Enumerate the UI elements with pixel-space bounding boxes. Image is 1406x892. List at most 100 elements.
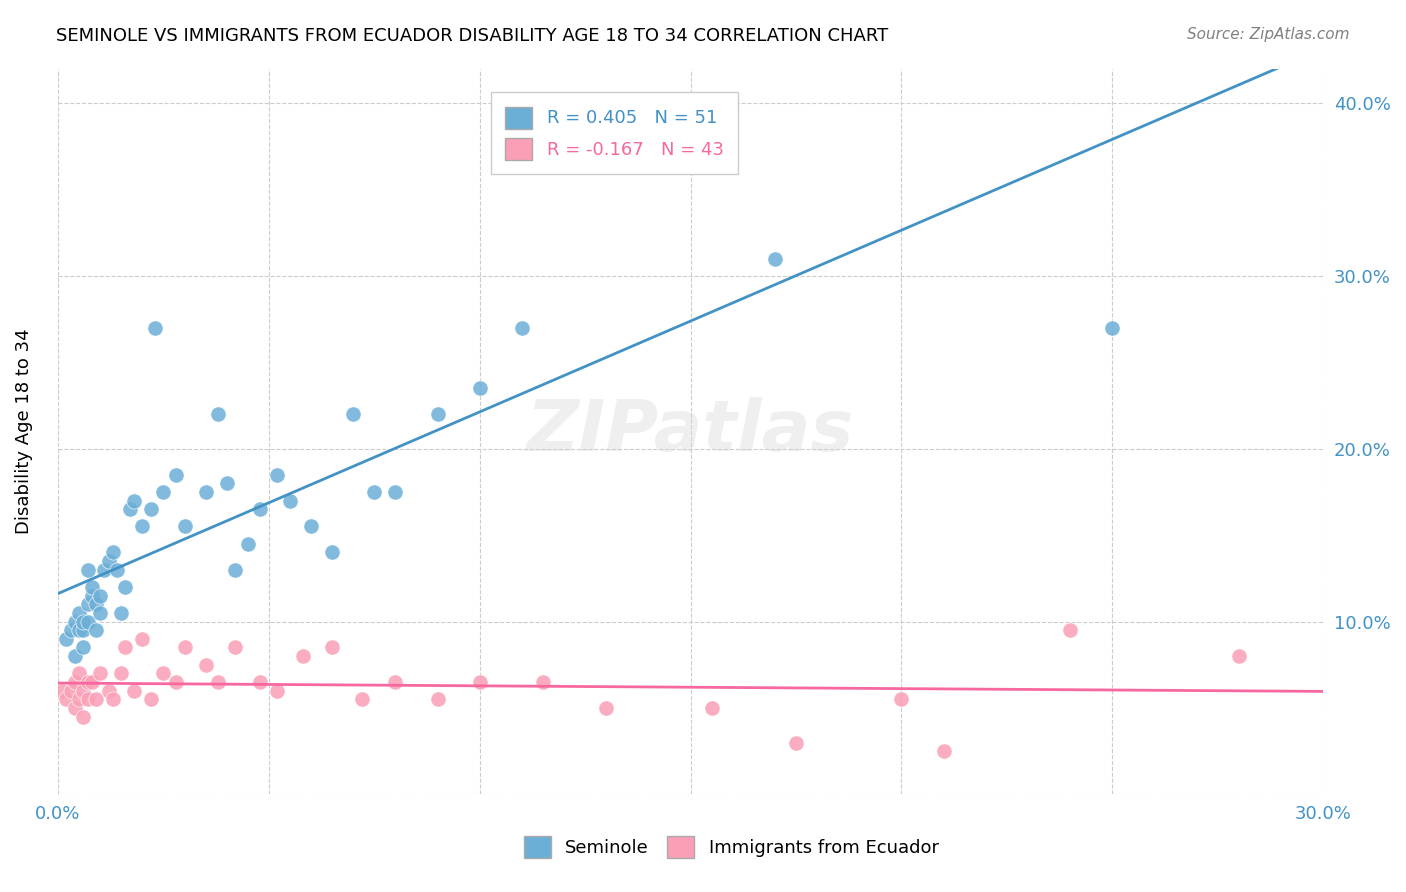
Point — [595, 701, 617, 715]
Point — [67, 666, 90, 681]
Legend: R = 0.405   N = 51, R = -0.167   N = 43: R = 0.405 N = 51, R = -0.167 N = 43 — [491, 92, 738, 174]
Point — [97, 554, 120, 568]
Point — [152, 484, 174, 499]
Point — [266, 683, 288, 698]
Point — [76, 675, 98, 690]
Point — [67, 692, 90, 706]
Point — [80, 675, 103, 690]
Point — [110, 666, 132, 681]
Point — [76, 615, 98, 629]
Point — [468, 675, 491, 690]
Point — [249, 502, 271, 516]
Point — [207, 407, 229, 421]
Point — [80, 580, 103, 594]
Point — [143, 320, 166, 334]
Point — [55, 632, 77, 646]
Point — [249, 675, 271, 690]
Point — [763, 252, 786, 266]
Point — [76, 692, 98, 706]
Point — [266, 467, 288, 482]
Point — [122, 493, 145, 508]
Text: SEMINOLE VS IMMIGRANTS FROM ECUADOR DISABILITY AGE 18 TO 34 CORRELATION CHART: SEMINOLE VS IMMIGRANTS FROM ECUADOR DISA… — [56, 27, 889, 45]
Point — [101, 692, 124, 706]
Point — [321, 545, 343, 559]
Point — [139, 692, 162, 706]
Point — [215, 476, 238, 491]
Text: ZIPatlas: ZIPatlas — [527, 397, 855, 466]
Point — [152, 666, 174, 681]
Point — [236, 537, 259, 551]
Point — [531, 675, 554, 690]
Point — [165, 675, 187, 690]
Point — [63, 701, 86, 715]
Point — [59, 623, 82, 637]
Point — [97, 683, 120, 698]
Point — [110, 606, 132, 620]
Point — [321, 640, 343, 655]
Point — [510, 320, 533, 334]
Point — [468, 381, 491, 395]
Point — [101, 545, 124, 559]
Point — [72, 623, 94, 637]
Point — [80, 589, 103, 603]
Point — [350, 692, 373, 706]
Point — [165, 467, 187, 482]
Point — [363, 484, 385, 499]
Point — [105, 563, 128, 577]
Point — [63, 649, 86, 664]
Point — [131, 519, 153, 533]
Point — [76, 597, 98, 611]
Point — [89, 589, 111, 603]
Point — [118, 502, 141, 516]
Point — [63, 615, 86, 629]
Point — [89, 606, 111, 620]
Point — [63, 675, 86, 690]
Point — [932, 744, 955, 758]
Point — [72, 709, 94, 723]
Point — [1101, 320, 1123, 334]
Point — [59, 683, 82, 698]
Point — [84, 597, 107, 611]
Legend: Seminole, Immigrants from Ecuador: Seminole, Immigrants from Ecuador — [516, 829, 946, 865]
Point — [51, 683, 73, 698]
Text: Source: ZipAtlas.com: Source: ZipAtlas.com — [1187, 27, 1350, 42]
Point — [890, 692, 912, 706]
Point — [278, 493, 301, 508]
Point — [637, 122, 659, 136]
Point — [342, 407, 364, 421]
Point — [224, 640, 246, 655]
Point — [299, 519, 322, 533]
Point — [384, 484, 406, 499]
Point — [139, 502, 162, 516]
Point — [1059, 623, 1081, 637]
Point — [72, 640, 94, 655]
Point — [114, 640, 136, 655]
Point — [207, 675, 229, 690]
Point — [122, 683, 145, 698]
Point — [76, 563, 98, 577]
Point — [55, 692, 77, 706]
Point — [426, 692, 449, 706]
Point — [291, 649, 314, 664]
Point — [72, 683, 94, 698]
Y-axis label: Disability Age 18 to 34: Disability Age 18 to 34 — [15, 328, 32, 534]
Point — [173, 640, 195, 655]
Point — [224, 563, 246, 577]
Point — [426, 407, 449, 421]
Point — [194, 657, 217, 672]
Point — [84, 623, 107, 637]
Point — [67, 606, 90, 620]
Point — [84, 692, 107, 706]
Point — [785, 735, 807, 749]
Point — [72, 615, 94, 629]
Point — [89, 666, 111, 681]
Point — [93, 563, 115, 577]
Point — [131, 632, 153, 646]
Point — [700, 701, 723, 715]
Point — [194, 484, 217, 499]
Point — [67, 623, 90, 637]
Point — [384, 675, 406, 690]
Point — [114, 580, 136, 594]
Point — [173, 519, 195, 533]
Point — [1227, 649, 1250, 664]
